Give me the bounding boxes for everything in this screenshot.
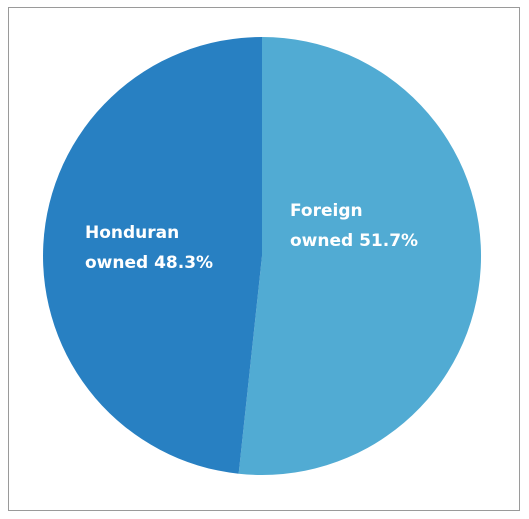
pie-slice-foreign xyxy=(238,37,482,476)
slice-label-honduran-line-2: owned 48.3% xyxy=(85,253,213,273)
slice-label-honduran-line-1: Honduran xyxy=(85,223,179,243)
pie-labels: Foreign owned 51.7% Honduran owned 48.3% xyxy=(85,201,418,273)
pie-slices xyxy=(43,37,482,476)
slice-label-honduran: Honduran owned 48.3% xyxy=(85,223,213,273)
slice-label-foreign: Foreign owned 51.7% xyxy=(290,201,418,251)
slice-label-foreign-line-2: owned 51.7% xyxy=(290,231,418,251)
slice-label-foreign-line-1: Foreign xyxy=(290,201,363,221)
pie-slice-honduran xyxy=(43,37,262,474)
